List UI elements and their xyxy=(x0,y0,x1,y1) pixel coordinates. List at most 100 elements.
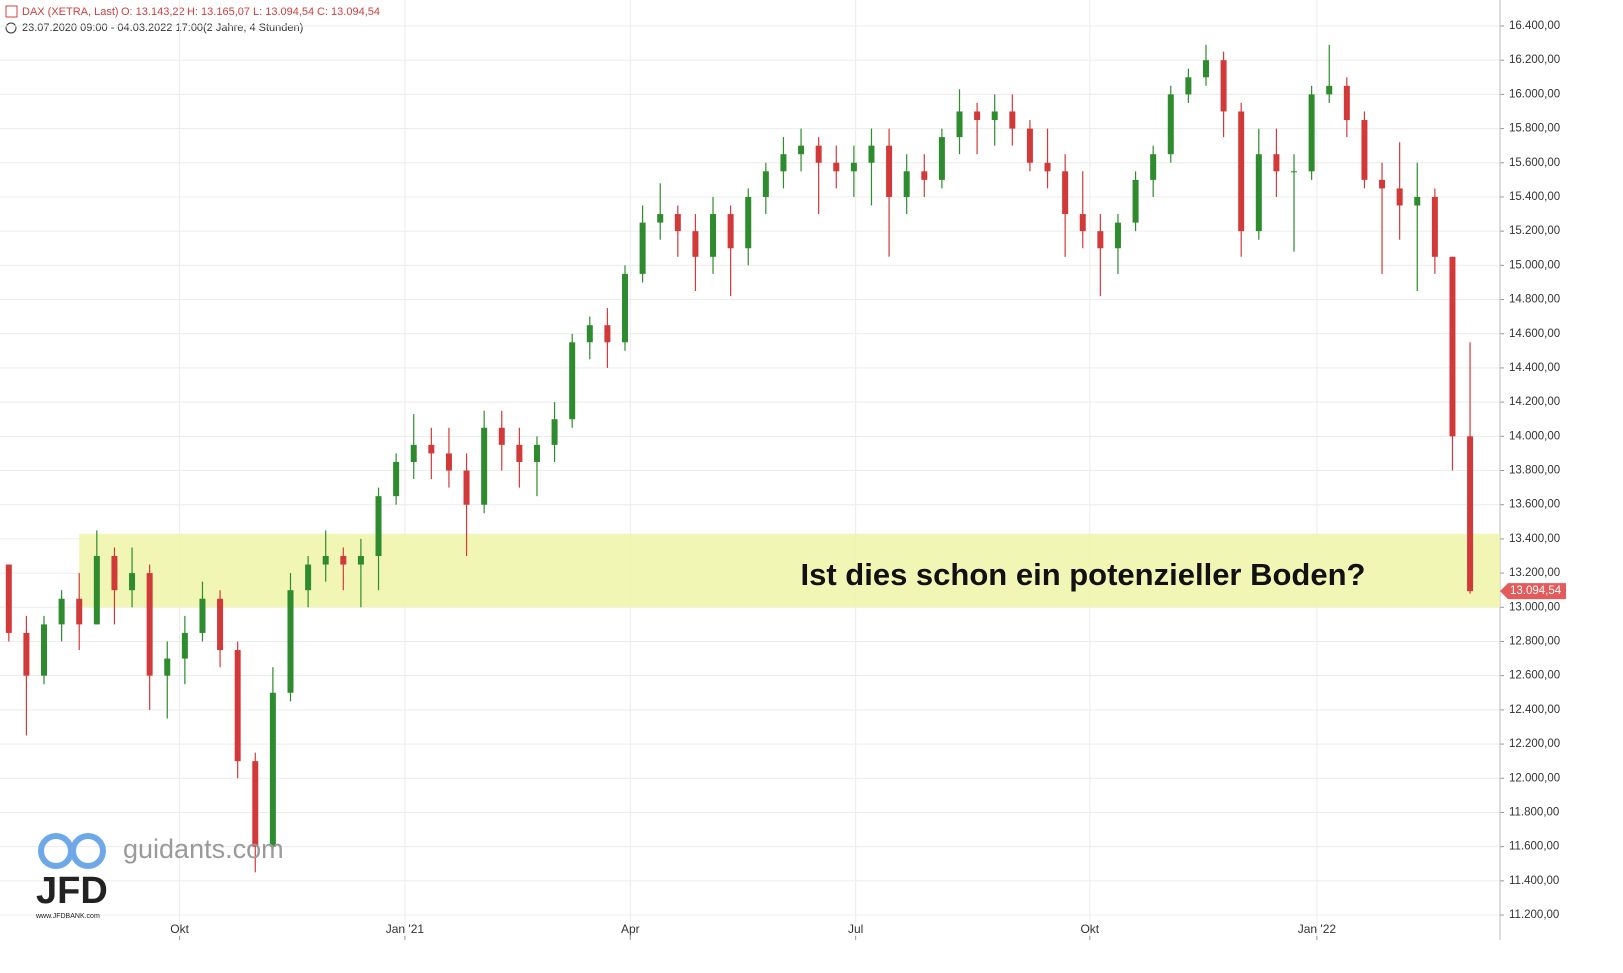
candle-body xyxy=(340,555,347,565)
y-tick-label: 12.800,00 xyxy=(1509,636,1560,648)
y-tick-label: 13.000,00 xyxy=(1509,601,1560,613)
candle-body xyxy=(305,564,312,591)
y-tick-label: 14.600,00 xyxy=(1509,328,1560,340)
y-tick-label: 16.000,00 xyxy=(1509,88,1560,100)
candle-body xyxy=(498,427,505,445)
candle-body xyxy=(181,632,188,659)
close-label: C: 13.094,54 xyxy=(317,6,380,18)
candle-body xyxy=(974,111,981,121)
y-tick-label: 14.800,00 xyxy=(1509,294,1560,306)
candle-body xyxy=(780,154,787,172)
candle-body xyxy=(1220,60,1227,112)
candle-body xyxy=(903,171,910,197)
candle-body xyxy=(798,145,805,155)
y-tick-label: 14.000,00 xyxy=(1509,430,1560,442)
candle-body xyxy=(551,419,558,445)
candle-body xyxy=(445,453,452,471)
candle-body xyxy=(1467,436,1474,592)
candle-body xyxy=(199,598,206,633)
candle-body xyxy=(657,214,664,223)
candle-body xyxy=(1150,154,1157,180)
candle-body xyxy=(269,692,276,847)
y-tick-label: 15.800,00 xyxy=(1509,123,1560,135)
candle-body xyxy=(1114,222,1121,249)
candle-body xyxy=(5,564,12,633)
candle-body xyxy=(41,624,48,676)
candle-body xyxy=(393,461,400,497)
logo-ring xyxy=(38,833,74,869)
candle-body xyxy=(604,325,611,343)
y-tick-label: 14.400,00 xyxy=(1509,362,1560,374)
candle-body xyxy=(1044,162,1051,172)
candle-body xyxy=(1062,171,1069,215)
y-tick-label: 11.600,00 xyxy=(1509,841,1559,853)
candle-body xyxy=(533,444,540,462)
candle-body xyxy=(1255,154,1262,232)
header: DAX (XETRA, Last) O: 13.143,22 H: 13.165… xyxy=(5,5,380,34)
candle-body xyxy=(710,214,717,257)
candle-body xyxy=(692,231,699,257)
y-tick-label: 15.600,00 xyxy=(1509,157,1560,169)
candle-body xyxy=(1009,111,1016,129)
x-tick-label: Jan '22 xyxy=(1298,922,1337,936)
y-tick-label: 13.800,00 xyxy=(1509,465,1560,477)
candle-body xyxy=(93,555,100,625)
candle-body xyxy=(111,555,118,591)
candle-body xyxy=(921,171,928,180)
clock-icon xyxy=(5,22,17,34)
candle-body xyxy=(234,650,241,762)
watermark: guidants.com JFD www.JFDBANK.com xyxy=(35,833,284,920)
candle-body xyxy=(569,342,576,420)
brand: JFD xyxy=(36,870,108,912)
candle-body xyxy=(1132,179,1139,223)
header-icon xyxy=(5,5,18,18)
zone xyxy=(79,533,1501,608)
period: (2 Jahre, 4 Stunden) xyxy=(203,22,303,34)
candle-body xyxy=(1167,94,1174,155)
candle-body xyxy=(1449,256,1456,437)
candle-body xyxy=(252,761,259,847)
site: guidants.com xyxy=(123,834,284,864)
open-label: O: 13.143,22 xyxy=(121,6,185,18)
candle-body xyxy=(1308,94,1315,172)
candle-body xyxy=(833,162,840,172)
instrument: DAX (XETRA, Last) xyxy=(22,6,119,18)
annotation: Ist dies schon ein potenzieller Boden? xyxy=(801,557,1366,592)
candle-body xyxy=(886,145,893,197)
y-tick-label: 13.200,00 xyxy=(1509,567,1560,579)
x-tick-label: Okt xyxy=(170,922,189,936)
candle-body xyxy=(76,598,83,625)
y-tick-label: 13.400,00 xyxy=(1509,533,1560,545)
candle-body xyxy=(217,598,224,651)
candle-body xyxy=(1326,85,1333,95)
candle-body xyxy=(1273,154,1280,172)
candle-body xyxy=(762,171,769,197)
candle-body xyxy=(357,555,364,565)
candle-body xyxy=(1097,231,1104,249)
high-label: H: 13.165,07 xyxy=(187,6,250,18)
y-tick-label: 11.800,00 xyxy=(1509,806,1559,818)
candle-body xyxy=(23,632,30,676)
candle-body xyxy=(463,470,470,505)
y-tick-label: 15.000,00 xyxy=(1509,259,1560,271)
x-tick-label: Okt xyxy=(1080,922,1099,936)
y-tick-label: 16.400,00 xyxy=(1509,20,1560,32)
candle-body xyxy=(938,137,945,180)
candle-body xyxy=(1079,214,1086,232)
y-tick-label: 15.400,00 xyxy=(1509,191,1560,203)
candle-body xyxy=(287,590,294,693)
candle-body xyxy=(1361,120,1368,180)
candle-body xyxy=(164,658,171,676)
date-range: 23.07.2020 09:00 - 04.03.2022 17:00 xyxy=(22,22,203,34)
y-tick-label: 12.400,00 xyxy=(1509,704,1560,716)
x-tick-label: Jul xyxy=(848,922,863,936)
x-tick-label: Apr xyxy=(621,922,640,936)
candle-body xyxy=(850,162,857,172)
candle-body xyxy=(1379,179,1386,189)
candle-body xyxy=(639,222,646,274)
candle-body xyxy=(1396,188,1403,206)
candle-body xyxy=(1343,85,1350,121)
candle-body xyxy=(674,214,681,232)
y-tick-label: 12.000,00 xyxy=(1509,772,1560,784)
